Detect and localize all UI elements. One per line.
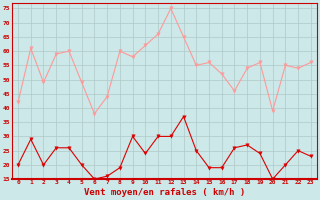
X-axis label: Vent moyen/en rafales ( km/h ): Vent moyen/en rafales ( km/h ) — [84, 188, 245, 197]
